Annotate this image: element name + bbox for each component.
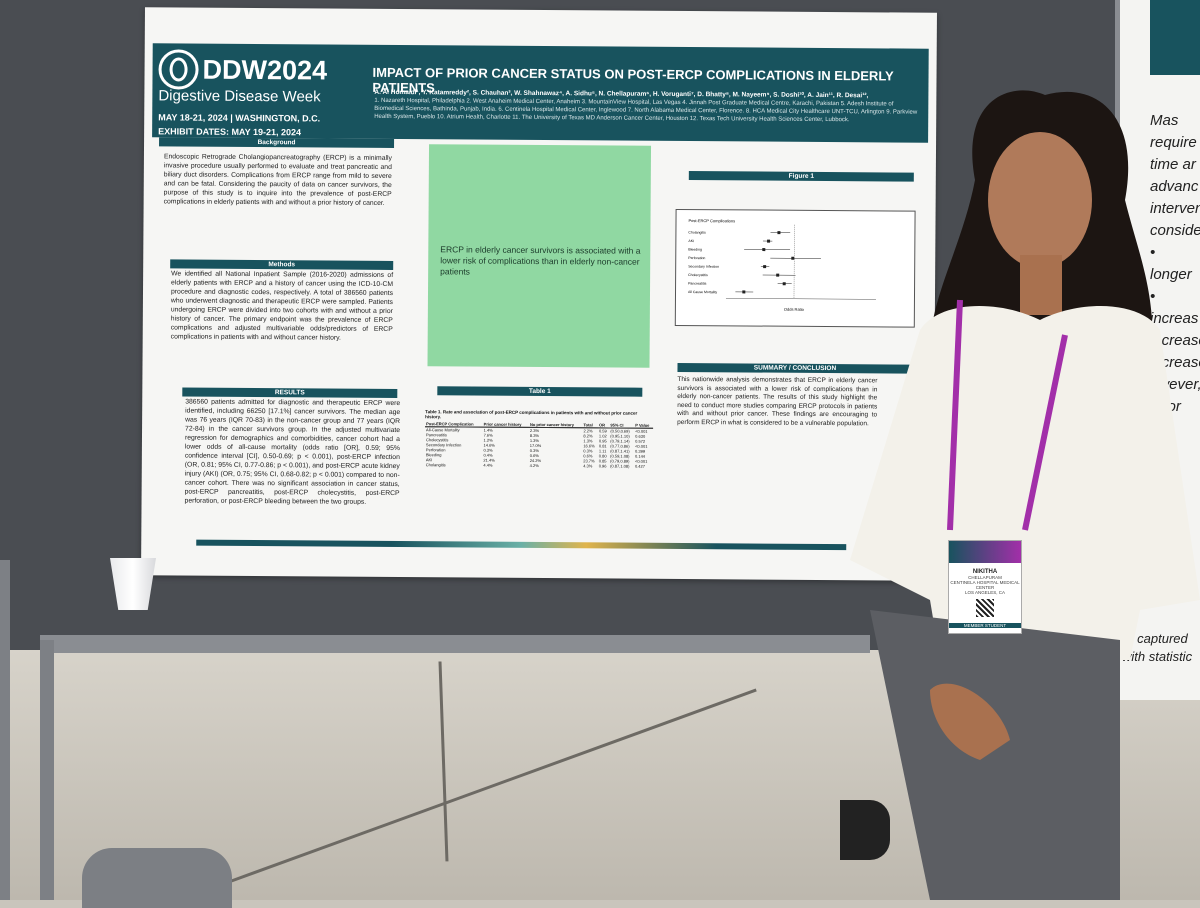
forest-row-label: Cholangitis xyxy=(688,231,706,235)
odds-ratio-point xyxy=(783,282,786,285)
odds-ratio-point xyxy=(791,257,794,260)
reference-line xyxy=(794,225,795,299)
table-cell: 4.3% xyxy=(582,463,598,468)
results-table: Table 1. Rate and association of post-ER… xyxy=(425,409,653,469)
table-cell: 0.96 xyxy=(598,463,609,468)
forest-row-label: All Cause Mortality xyxy=(688,290,717,294)
table-header-cell: Post-ERCP Complication xyxy=(425,421,483,427)
table-cell: 0.427 xyxy=(634,464,653,469)
forest-row-label: Cholecystitis xyxy=(688,273,708,277)
badge-header xyxy=(949,541,1021,563)
odds-ratio-point xyxy=(742,290,745,293)
table-heading: Table 1 xyxy=(437,386,642,396)
odds-ratio-point xyxy=(777,231,780,234)
methods-heading: Methods xyxy=(170,259,393,270)
badge-institution: CENTINELA HOSPITAL MEDICAL CENTER xyxy=(949,580,1021,590)
board-leg xyxy=(0,560,10,900)
presenter-face xyxy=(988,132,1092,268)
logo-subtitle: Digestive Disease Week xyxy=(158,87,327,105)
name-badge: NIKITHA CHELLAPURAM CENTINELA HOSPITAL M… xyxy=(948,540,1022,634)
backpack xyxy=(82,848,232,908)
odds-ratio-point xyxy=(767,240,770,243)
presenter-blouse xyxy=(850,306,1200,660)
forest-row-label: Bleeding xyxy=(688,248,702,252)
background-text: Endoscopic Retrograde Cholangiopancreato… xyxy=(164,152,392,208)
results-text: 386560 patients admitted for diagnostic … xyxy=(185,398,401,507)
table-cell: 4.2% xyxy=(529,463,583,468)
qr-code-icon xyxy=(976,599,994,617)
odds-ratio-point xyxy=(763,265,766,268)
table-cell: Cholangitis xyxy=(425,462,483,467)
forest-plot-xlabel: Odds Ratio xyxy=(784,307,805,312)
presenter-trousers xyxy=(870,610,1120,900)
poster-footer-strip xyxy=(196,540,846,551)
event-dates: MAY 18-21, 2024 | WASHINGTON, D.C. EXHIB… xyxy=(158,110,327,139)
ddw-logo: DDW2024 Digestive Disease Week MAY 18-21… xyxy=(158,49,327,139)
forest-row-label: AKI xyxy=(688,239,694,243)
presenter xyxy=(840,0,1200,900)
table-cell: (0.87,1.08) xyxy=(609,463,634,468)
board-leg xyxy=(40,640,54,900)
research-poster: DDW2024 Digestive Disease Week MAY 18-21… xyxy=(141,7,937,581)
table-cell: 4.4% xyxy=(482,463,528,468)
badge-role: MEMBER STUDENT xyxy=(949,623,1021,628)
shoulder-bag xyxy=(840,800,890,860)
presenter-neck xyxy=(1020,255,1062,315)
forest-row-label: Pancreatitis xyxy=(688,282,707,286)
odds-ratio-point xyxy=(776,274,779,277)
key-finding-text: ERCP in elderly cancer survivors is asso… xyxy=(440,244,644,278)
forest-row-label: Secondary Infection xyxy=(688,265,719,269)
table-caption: Table 1. Rate and association of post-ER… xyxy=(425,409,653,421)
poster-banner: DDW2024 Digestive Disease Week MAY 18-21… xyxy=(152,43,929,142)
logo-text: DDW2024 xyxy=(202,54,327,85)
badge-location: LOS ANGELES, CA xyxy=(949,590,1021,595)
dates-line: MAY 18-21, 2024 | WASHINGTON, D.C. xyxy=(158,110,327,125)
forest-plot-title: Post-ERCP Complications xyxy=(688,218,735,223)
forest-row-label: Perforation xyxy=(688,256,705,260)
key-finding-box: ERCP in elderly cancer survivors is asso… xyxy=(427,144,651,368)
poster-board-frame xyxy=(40,635,870,653)
methods-text: We identified all National Inpatient Sam… xyxy=(171,269,393,343)
results-heading: RESULTS xyxy=(182,388,397,399)
background-heading: Background xyxy=(159,137,394,148)
ddw-logo-icon xyxy=(158,49,198,89)
odds-ratio-point xyxy=(762,248,765,251)
